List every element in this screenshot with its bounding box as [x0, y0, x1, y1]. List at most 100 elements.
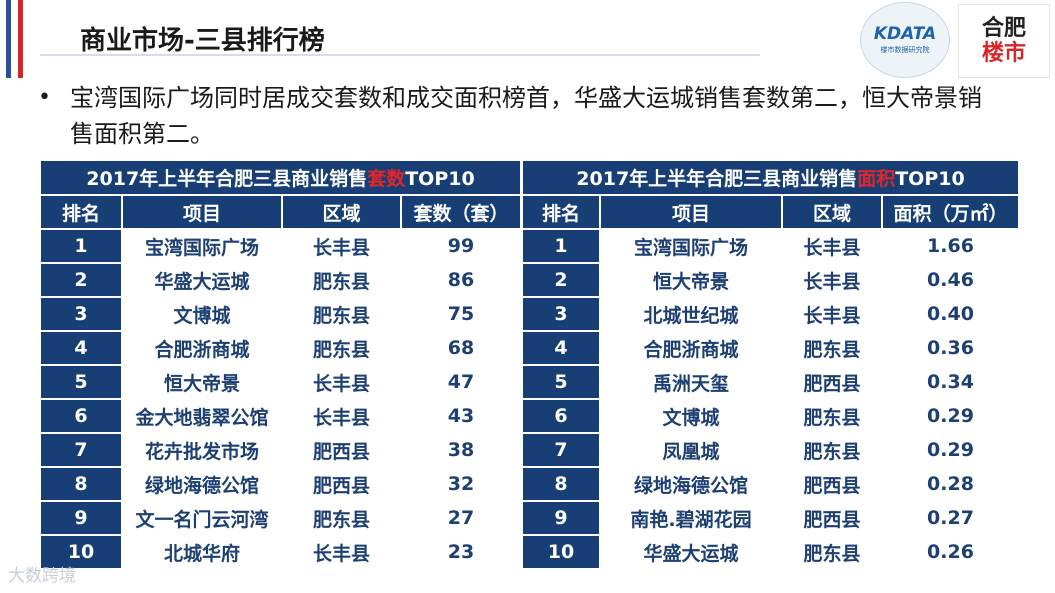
area-ranking-table: 2017年上半年合肥三县商业销售面积TOP10 排名 项目 区域 面积（万㎡） …: [521, 159, 1020, 570]
summary-text: 宝湾国际广场同时居成交套数和成交面积榜首，华盛大运城销售套数第二，恒大帝景销售面…: [70, 84, 982, 148]
area-table-row: 3 北城世纪城 长丰县 0.40: [521, 296, 1020, 332]
units-table-row: 7 花卉批发市场 肥西县 38: [39, 432, 522, 468]
units-rank-cell: 8: [39, 466, 123, 502]
units-table-row: 1 宝湾国际广场 长丰县 99: [39, 228, 522, 264]
units-table-row: 2 华盛大运城 肥东县 86: [39, 262, 522, 298]
units-region-cell: 长丰县: [281, 398, 402, 434]
area-region-cell: 肥东县: [781, 330, 883, 366]
bullet-dot-icon: •: [38, 85, 51, 110]
units-value-cell: 27: [400, 500, 522, 536]
area-value-cell: 0.29: [881, 432, 1020, 468]
kdata-logo-text: KDATA: [873, 24, 937, 44]
units-caption-suffix: TOP10: [405, 168, 475, 190]
units-table-row: 9 文一名门云河湾 肥东县 27: [39, 500, 522, 536]
stripe-white: [12, 0, 17, 78]
kdata-logo: KDATA 楼市数据研究院: [860, 2, 950, 78]
area-table-row: 1 宝湾国际广场 长丰县 1.66: [521, 228, 1020, 264]
units-rank-cell: 7: [39, 432, 123, 468]
area-rank-cell: 1: [521, 228, 601, 264]
units-ranking-table: 2017年上半年合肥三县商业销售套数TOP10 排名 项目 区域 套数（套） 1…: [39, 159, 522, 570]
units-value-cell: 99: [400, 228, 522, 264]
hefei-loushi-logo: 合肥 楼市: [958, 4, 1050, 78]
units-table-row: 4 合肥浙商城 肥东县 68: [39, 330, 522, 366]
units-rank-cell: 9: [39, 500, 123, 536]
units-table-body: 1 宝湾国际广场 长丰县 99 2 华盛大运城 肥东县 86 3 文博城 肥东县 75 4 合肥浙商城 肥东…: [39, 228, 522, 570]
area-project-cell: 宝湾国际广场: [599, 228, 783, 264]
units-project-cell: 宝湾国际广场: [121, 228, 283, 264]
area-rank-cell: 2: [521, 262, 601, 298]
area-caption-prefix: 2017年上半年合肥三县商业销售: [576, 168, 858, 190]
units-header-value: 套数（套）: [400, 194, 522, 230]
area-table-row: 10 华盛大运城 肥东县 0.26: [521, 534, 1020, 570]
area-value-cell: 0.27: [881, 500, 1020, 536]
area-project-cell: 北城世纪城: [599, 296, 783, 332]
units-table-row: 10 北城华府 长丰县 23: [39, 534, 522, 570]
units-table-row: 3 文博城 肥东县 75: [39, 296, 522, 332]
area-region-cell: 长丰县: [781, 296, 883, 332]
units-project-cell: 文博城: [121, 296, 283, 332]
area-value-cell: 0.29: [881, 398, 1020, 434]
units-rank-cell: 10: [39, 534, 123, 570]
units-region-cell: 肥东县: [281, 262, 402, 298]
area-table-row: 5 禹洲天玺 肥西县 0.34: [521, 364, 1020, 400]
loushi-logo-bottom: 楼市: [981, 40, 1026, 66]
units-table-row: 5 恒大帝景 长丰县 47: [39, 364, 522, 400]
units-header-project: 项目: [121, 194, 283, 230]
units-region-cell: 长丰县: [281, 228, 402, 264]
area-value-cell: 0.40: [881, 296, 1020, 332]
area-project-cell: 南艳.碧湖花园: [599, 500, 783, 536]
area-table-caption: 2017年上半年合肥三县商业销售面积TOP10: [521, 159, 1020, 196]
units-table-row: 8 绿地海德公馆 肥西县 32: [39, 466, 522, 502]
units-region-cell: 肥西县: [281, 432, 402, 468]
units-region-cell: 肥东县: [281, 296, 402, 332]
area-rank-cell: 6: [521, 398, 601, 434]
area-value-cell: 0.28: [881, 466, 1020, 502]
units-caption-highlight: 套数: [367, 168, 406, 190]
units-region-cell: 肥西县: [281, 466, 402, 502]
area-region-cell: 肥东县: [781, 398, 883, 434]
units-value-cell: 23: [400, 534, 522, 570]
units-value-cell: 47: [400, 364, 522, 400]
units-project-cell: 合肥浙商城: [121, 330, 283, 366]
units-caption-prefix: 2017年上半年合肥三县商业销售: [86, 168, 368, 190]
area-project-cell: 禹洲天玺: [599, 364, 783, 400]
area-rank-cell: 3: [521, 296, 601, 332]
units-rank-cell: 1: [39, 228, 123, 264]
units-project-cell: 金大地翡翠公馆: [121, 398, 283, 434]
units-region-cell: 肥东县: [281, 500, 402, 536]
page-title: 商业市场-三县排行榜: [80, 26, 325, 56]
units-value-cell: 68: [400, 330, 522, 366]
area-region-cell: 肥西县: [781, 466, 883, 502]
area-project-cell: 凤凰城: [599, 432, 783, 468]
area-region-cell: 肥东县: [781, 432, 883, 468]
summary-bullet: • 宝湾国际广场同时居成交套数和成交面积榜首，华盛大运城销售套数第二，恒大帝景销…: [38, 80, 998, 152]
area-region-cell: 肥西县: [781, 500, 883, 536]
units-rank-cell: 6: [39, 398, 123, 434]
units-value-cell: 32: [400, 466, 522, 502]
area-table-row: 2 恒大帝景 长丰县 0.46: [521, 262, 1020, 298]
area-table-row: 4 合肥浙商城 肥东县 0.36: [521, 330, 1020, 366]
area-header-rank: 排名: [521, 194, 601, 230]
area-region-cell: 肥东县: [781, 534, 883, 570]
area-value-cell: 0.34: [881, 364, 1020, 400]
units-project-cell: 恒大帝景: [121, 364, 283, 400]
units-value-cell: 86: [400, 262, 522, 298]
title-divider: [40, 54, 760, 56]
area-caption-highlight: 面积: [857, 168, 896, 190]
units-rank-cell: 5: [39, 364, 123, 400]
area-project-cell: 华盛大运城: [599, 534, 783, 570]
units-project-cell: 北城华府: [121, 534, 283, 570]
units-rank-cell: 3: [39, 296, 123, 332]
area-project-cell: 恒大帝景: [599, 262, 783, 298]
units-region-cell: 肥东县: [281, 330, 402, 366]
area-region-cell: 肥西县: [781, 364, 883, 400]
units-header-rank: 排名: [39, 194, 123, 230]
area-header-project: 项目: [599, 194, 783, 230]
area-table-row: 9 南艳.碧湖花园 肥西县 0.27: [521, 500, 1020, 536]
area-table-row: 8 绿地海德公馆 肥西县 0.28: [521, 466, 1020, 502]
units-rank-cell: 4: [39, 330, 123, 366]
area-table-body: 1 宝湾国际广场 长丰县 1.66 2 恒大帝景 长丰县 0.46 3 北城世纪城 长丰县 0.40 4…: [521, 228, 1020, 570]
area-rank-cell: 9: [521, 500, 601, 536]
units-rank-cell: 2: [39, 262, 123, 298]
units-table-row: 6 金大地翡翠公馆 长丰县 43: [39, 398, 522, 434]
